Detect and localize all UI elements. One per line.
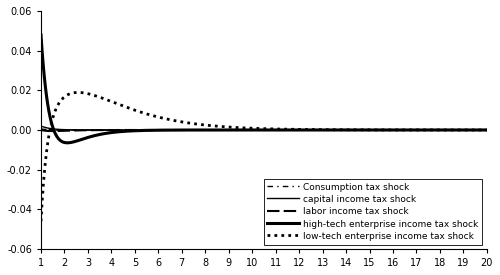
- Line: Consumption tax shock: Consumption tax shock: [41, 129, 487, 130]
- low-tech enterprise income tax shock: [216, 125, 222, 128]
- low-tech enterprise income tax shock: [320, 128, 326, 131]
- labor income tax shock: [361, 128, 367, 132]
- low-tech enterprise income tax shock: [361, 128, 367, 131]
- low-tech enterprise income tax shock: [363, 128, 369, 131]
- capital income tax shock: [214, 128, 220, 132]
- capital income tax shock: [484, 128, 490, 132]
- high-tech enterprise income tax shock: [484, 128, 490, 132]
- Legend: Consumption tax shock, capital income tax shock, labor income tax shock, high-te: Consumption tax shock, capital income ta…: [264, 179, 482, 244]
- labor income tax shock: [484, 128, 490, 132]
- labor income tax shock: [92, 128, 98, 132]
- low-tech enterprise income tax shock: [484, 128, 490, 132]
- high-tech enterprise income tax shock: [38, 33, 44, 36]
- Consumption tax shock: [362, 128, 368, 132]
- Consumption tax shock: [184, 128, 190, 132]
- low-tech enterprise income tax shock: [75, 91, 81, 94]
- capital income tax shock: [38, 124, 44, 128]
- Line: capital income tax shock: capital income tax shock: [41, 126, 487, 130]
- Consumption tax shock: [38, 127, 44, 131]
- labor income tax shock: [184, 128, 190, 132]
- high-tech enterprise income tax shock: [320, 128, 326, 132]
- high-tech enterprise income tax shock: [361, 128, 367, 132]
- Consumption tax shock: [360, 128, 366, 132]
- capital income tax shock: [362, 128, 368, 132]
- Consumption tax shock: [318, 128, 324, 132]
- low-tech enterprise income tax shock: [38, 220, 44, 223]
- labor income tax shock: [50, 130, 56, 133]
- labor income tax shock: [363, 128, 369, 132]
- Line: high-tech enterprise income tax shock: high-tech enterprise income tax shock: [41, 35, 487, 143]
- high-tech enterprise income tax shock: [184, 128, 190, 132]
- high-tech enterprise income tax shock: [92, 134, 98, 137]
- capital income tax shock: [360, 128, 366, 132]
- labor income tax shock: [216, 128, 222, 132]
- Consumption tax shock: [92, 128, 98, 132]
- Line: low-tech enterprise income tax shock: low-tech enterprise income tax shock: [41, 92, 487, 221]
- high-tech enterprise income tax shock: [363, 128, 369, 132]
- Line: labor income tax shock: labor income tax shock: [41, 130, 487, 131]
- low-tech enterprise income tax shock: [92, 94, 98, 98]
- Consumption tax shock: [484, 128, 490, 132]
- high-tech enterprise income tax shock: [65, 141, 71, 144]
- capital income tax shock: [318, 128, 324, 132]
- low-tech enterprise income tax shock: [184, 121, 190, 124]
- capital income tax shock: [92, 128, 98, 132]
- Consumption tax shock: [214, 128, 220, 132]
- labor income tax shock: [320, 128, 326, 132]
- high-tech enterprise income tax shock: [216, 128, 222, 132]
- labor income tax shock: [38, 128, 44, 132]
- capital income tax shock: [184, 128, 190, 132]
